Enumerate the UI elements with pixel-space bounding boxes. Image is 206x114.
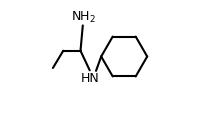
Text: NH$_2$: NH$_2$	[71, 10, 96, 25]
Text: HN: HN	[80, 72, 99, 85]
